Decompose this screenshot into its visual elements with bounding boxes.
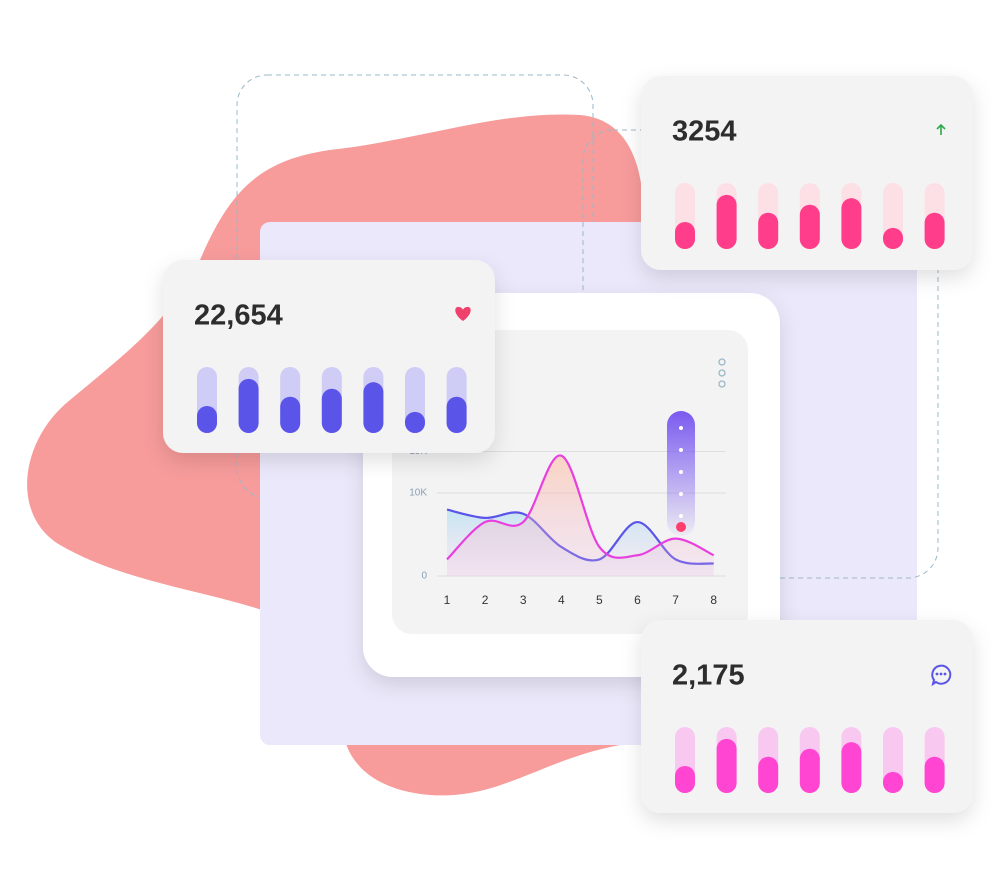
stat-card: 3254 — [641, 76, 973, 270]
highlight-column — [667, 411, 695, 536]
x-tick-label: 1 — [444, 593, 451, 607]
bar — [321, 388, 342, 433]
bar — [883, 771, 903, 793]
bar — [758, 756, 779, 793]
bar — [841, 198, 862, 249]
y-tick-label: 10K — [409, 488, 427, 499]
bar — [799, 748, 820, 793]
x-tick-label: 2 — [482, 593, 489, 607]
bar — [924, 212, 945, 249]
stat-value: 2,175 — [672, 660, 745, 692]
heart-icon — [455, 306, 471, 321]
bar — [675, 221, 695, 249]
x-tick-label: 6 — [634, 593, 641, 607]
bar — [883, 227, 903, 249]
stat-card: 2,175 — [641, 620, 973, 813]
bar — [716, 194, 737, 249]
bar — [363, 382, 384, 433]
x-tick-label: 3 — [520, 593, 527, 607]
bar — [799, 204, 820, 249]
bar — [716, 738, 737, 793]
bar — [280, 396, 301, 433]
chat-dot — [939, 672, 943, 676]
bar — [197, 405, 217, 433]
bar — [924, 756, 945, 793]
chat-dot — [935, 672, 939, 676]
x-tick-label: 8 — [710, 593, 717, 607]
stat-value: 22,654 — [194, 300, 283, 332]
bar — [238, 378, 259, 433]
chat-dot — [943, 672, 947, 676]
series-area — [447, 455, 714, 576]
stat-card: 22,654 — [163, 260, 495, 453]
arrow-up-icon — [936, 123, 946, 135]
chat-icon — [931, 664, 952, 687]
bar — [758, 212, 779, 249]
bar — [405, 411, 425, 433]
bar — [446, 396, 467, 433]
bar — [675, 765, 695, 793]
series-line — [446, 454, 715, 561]
y-tick-label: 0 — [421, 571, 427, 582]
x-tick-label: 7 — [672, 593, 679, 607]
x-tick-label: 5 — [596, 593, 603, 607]
x-tick-label: 4 — [558, 593, 565, 607]
stat-value: 3254 — [672, 116, 737, 148]
menu-dots — [718, 358, 726, 388]
bar — [841, 742, 862, 793]
